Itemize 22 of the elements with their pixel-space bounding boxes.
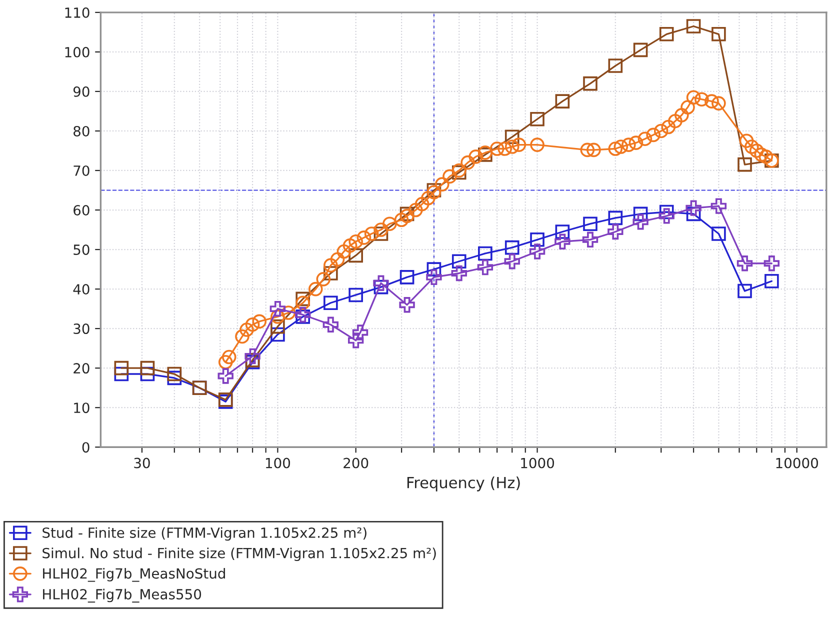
y-tick-label: 60	[74, 204, 90, 216]
y-tick-label: 50	[74, 244, 90, 256]
legend-label: HLH02_Fig7b_Meas550	[43, 588, 202, 603]
legend-label: Stud - Finite size (FTMM-Vigran 1.105x2.25 m²)	[42, 527, 366, 541]
y-tick-label: 0	[82, 442, 90, 453]
x-tick-label: 1000	[521, 458, 554, 468]
x-tick-label: 30	[134, 458, 150, 468]
y-tick-label: 70	[74, 165, 90, 176]
y-tick-label: 40	[73, 284, 90, 295]
x-axis-title: Frequency (Hz)	[407, 476, 520, 492]
y-tick-label: 100	[65, 46, 90, 58]
y-tick-label: 80	[74, 126, 90, 136]
legend-label: Simul. No stud - Finite size (FTMM-Vigran 1.105x2.25 m²)	[42, 548, 436, 562]
y-tick-label: 30	[74, 324, 90, 334]
y-tick-label: 10	[74, 402, 90, 414]
y-tick-label: 110	[65, 7, 90, 18]
x-tick-label: 200	[344, 458, 368, 468]
x-tick-label: 100	[266, 458, 290, 468]
x-tick-label: 10000	[776, 458, 818, 468]
legend-label: HLH02_Fig7b_MeasNoStud	[43, 568, 225, 582]
y-tick-label: 20	[74, 363, 90, 374]
y-tick-label: 90	[73, 86, 90, 97]
